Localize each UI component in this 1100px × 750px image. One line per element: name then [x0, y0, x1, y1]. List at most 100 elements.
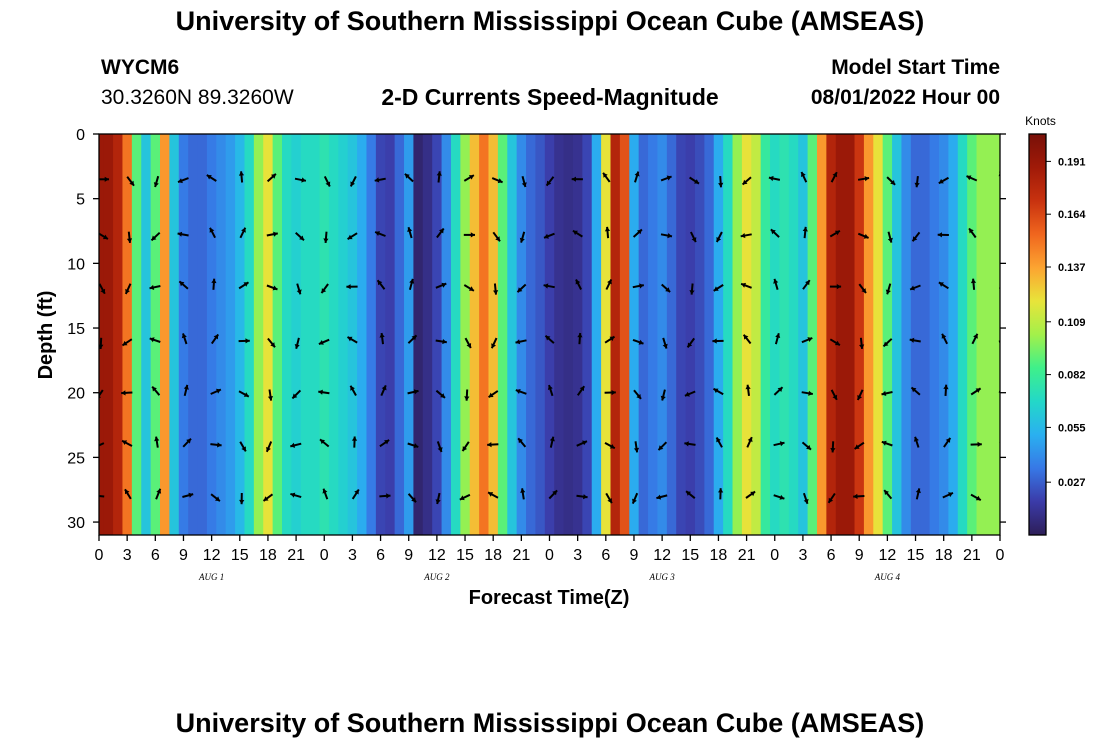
current-arrow — [740, 233, 752, 239]
current-arrow — [572, 229, 583, 238]
current-arrow — [802, 279, 811, 290]
current-arrow — [374, 231, 386, 237]
colorbar-tick-label: 0.191 — [1058, 156, 1086, 168]
heat-column — [732, 134, 743, 535]
current-arrow — [404, 173, 414, 183]
colorbar-tick-label: 0.137 — [1058, 262, 1086, 274]
heat-column — [666, 134, 677, 535]
heat-column — [948, 134, 959, 535]
current-arrow — [604, 335, 616, 344]
current-arrow — [656, 494, 668, 500]
current-arrow — [830, 389, 838, 401]
heat-column — [516, 134, 527, 535]
station-coords: 30.3260N 89.3260W — [101, 86, 294, 109]
current-arrow — [909, 337, 921, 343]
day-label: AUG 4 — [874, 572, 901, 582]
heat-column — [244, 134, 255, 535]
current-arrow — [436, 441, 443, 453]
current-arrow — [408, 278, 415, 290]
current-arrow — [99, 176, 109, 182]
current-arrow — [296, 283, 302, 295]
x-tick-label: 21 — [963, 547, 981, 564]
current-arrow — [774, 332, 781, 345]
current-arrow — [520, 488, 526, 500]
current-arrow — [183, 384, 189, 397]
current-arrow — [461, 441, 470, 452]
x-tick-label: 3 — [573, 547, 582, 564]
heat-column — [619, 134, 630, 535]
heat-column — [938, 134, 949, 535]
current-arrow — [857, 176, 870, 182]
heat-column — [572, 134, 583, 535]
current-arrow — [883, 489, 893, 500]
heat-column — [676, 134, 687, 535]
heat-column — [404, 134, 415, 535]
heat-column — [338, 134, 349, 535]
current-arrow — [210, 442, 222, 448]
heatmap-field — [99, 134, 1000, 535]
x-tick-label: 0 — [770, 547, 779, 564]
current-arrow — [491, 177, 503, 184]
current-arrow — [742, 334, 752, 345]
colorbar: Knots 0.191 0.164 0.137 0.109 0.082 0.055 0.027 — [1025, 114, 1086, 536]
current-arrow — [745, 384, 751, 397]
y-axis: 0 5 10 15 20 25 30 — [67, 127, 1006, 532]
current-arrow — [210, 493, 221, 502]
heat-column — [394, 134, 405, 535]
page-title: University of Southern Mississippi Ocean… — [175, 6, 925, 36]
current-arrow — [911, 231, 921, 242]
current-arrow — [151, 385, 161, 396]
current-arrow — [487, 491, 499, 499]
current-arrow — [323, 231, 329, 243]
current-arrow — [801, 390, 813, 396]
current-arrow — [262, 493, 274, 502]
heat-column — [901, 134, 912, 535]
current-arrow — [770, 228, 780, 238]
current-arrow — [830, 441, 836, 453]
current-arrow — [543, 283, 555, 289]
current-arrow — [773, 278, 779, 290]
heat-column — [694, 134, 705, 535]
current-arrow — [150, 231, 161, 242]
current-arrow — [576, 440, 588, 447]
current-arrow — [633, 441, 640, 453]
current-arrow — [459, 493, 471, 501]
heat-column — [741, 134, 752, 535]
current-arrow — [290, 492, 302, 499]
heat-column — [263, 134, 274, 535]
heat-column — [779, 134, 790, 535]
current-arrow — [155, 488, 162, 500]
current-arrow — [463, 232, 475, 238]
heat-column — [816, 134, 827, 535]
current-arrow — [407, 442, 419, 449]
current-arrow — [543, 232, 555, 239]
y-tick-label: 10 — [67, 256, 85, 273]
heat-column — [685, 134, 696, 535]
heat-column — [591, 134, 602, 535]
current-arrow — [210, 388, 222, 395]
current-arrow — [970, 387, 982, 396]
current-arrow — [379, 332, 385, 345]
heat-column — [713, 134, 724, 535]
current-arrow — [966, 175, 978, 182]
heat-column — [347, 134, 358, 535]
heat-column — [929, 134, 940, 535]
current-arrow — [657, 441, 668, 451]
current-vector-arrows — [99, 171, 1000, 505]
heat-column — [770, 134, 781, 535]
heat-column — [638, 134, 649, 535]
model-start-label: Model Start Time — [831, 56, 1000, 79]
current-arrow — [407, 226, 413, 239]
current-arrow — [881, 440, 893, 447]
current-arrow — [266, 173, 277, 183]
current-arrow — [773, 494, 785, 500]
current-arrow — [435, 492, 441, 505]
current-arrow — [632, 283, 644, 289]
current-arrow — [99, 494, 105, 498]
heat-column — [657, 134, 668, 535]
heat-column — [300, 134, 311, 535]
x-tick-label: 6 — [827, 547, 836, 564]
heat-column — [422, 134, 433, 535]
current-arrow — [544, 334, 555, 344]
